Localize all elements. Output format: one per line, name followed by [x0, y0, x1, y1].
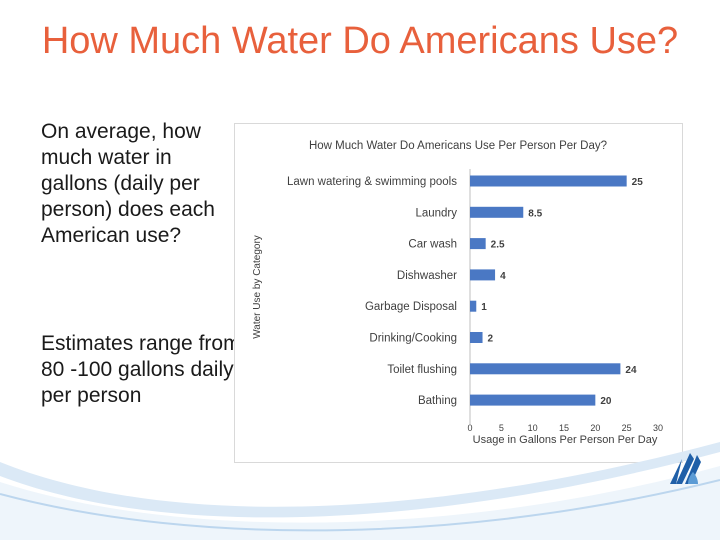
category-label: Toilet flushing: [387, 364, 457, 376]
page-title: How Much Water Do Americans Use?: [41, 20, 679, 62]
x-tick-label: 5: [499, 423, 504, 433]
category-label: Garbage Disposal: [365, 301, 457, 313]
category-label: Laundry: [415, 207, 457, 219]
y-axis-label: Water Use by Category: [252, 235, 263, 339]
x-tick-label: 25: [622, 423, 632, 433]
data-label: 1: [481, 302, 487, 313]
bar-2: [470, 206, 524, 218]
category-label: Dishwasher: [397, 270, 457, 282]
chart-title: How Much Water Do Americans Use Per Pers…: [309, 140, 607, 152]
bullet-text-average: On average, how much water in gallons (d…: [41, 120, 215, 247]
data-label: 4: [500, 271, 506, 282]
category-label: Car wash: [408, 239, 457, 251]
x-tick-label: 15: [559, 423, 569, 433]
data-label: 25: [632, 177, 644, 188]
swoosh-band-light: [0, 442, 720, 518]
bar-4: [470, 269, 496, 281]
bar-3: [470, 238, 486, 250]
bar-7: [470, 363, 621, 375]
category-label: Drinking/Cooking: [369, 333, 457, 345]
bar-chart: How Much Water Do Americans Use Per Pers…: [252, 140, 663, 446]
data-label: 24: [625, 365, 637, 376]
bar-6: [470, 332, 483, 343]
category-label: Bathing: [418, 395, 457, 407]
bullet-text-estimate: Estimates range from 80 -100 gallons dai…: [41, 332, 241, 407]
category-label: Lawn watering & swimming pools: [287, 176, 457, 188]
data-label: 2.5: [491, 240, 505, 251]
x-tick-label: 0: [467, 423, 472, 433]
chart-container: How Much Water Do Americans Use Per Pers…: [234, 123, 683, 463]
bar-5: [470, 300, 477, 312]
swoosh-band-pale: [0, 466, 720, 540]
x-tick-label: 20: [590, 423, 600, 433]
bar-1: [470, 175, 627, 187]
data-label: 2: [488, 334, 494, 345]
data-label: 8.5: [528, 208, 542, 219]
swoosh-line: [0, 479, 720, 532]
bar-8: [470, 394, 596, 406]
x-axis-label: Usage in Gallons Per Person Per Day: [473, 434, 658, 446]
data-label: 20: [600, 396, 612, 407]
decorative-swoosh: [0, 442, 720, 540]
water-logo-icon: [670, 453, 701, 484]
x-tick-label: 10: [528, 423, 538, 433]
x-tick-label: 30: [653, 423, 663, 433]
